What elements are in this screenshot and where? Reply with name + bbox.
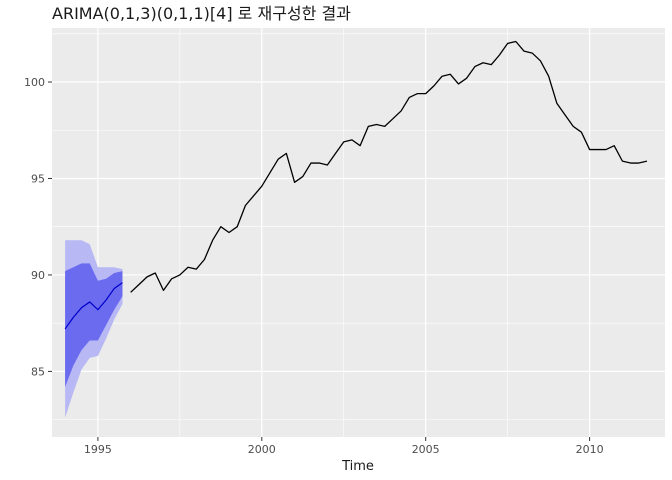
x-tick-label: 2000 xyxy=(248,443,276,456)
series-lines xyxy=(64,40,648,330)
y-tick-label: 90 xyxy=(31,269,45,282)
plot-panel xyxy=(52,28,665,437)
x-tick-label: 2010 xyxy=(576,443,604,456)
reconstructed-series-line xyxy=(64,282,123,330)
x-axis: 1995 2000 2005 2010 xyxy=(84,437,604,456)
interval-80-band xyxy=(65,263,123,387)
y-tick-label: 95 xyxy=(31,172,45,185)
chart-title: ARIMA(0,1,3)(0,1,1)[4] 로 재구성한 결과 xyxy=(52,4,351,23)
minor-gridlines xyxy=(52,28,665,437)
x-axis-title: Time xyxy=(341,459,374,474)
y-axis: 85 90 95 100 xyxy=(24,76,52,378)
major-gridlines xyxy=(52,28,665,437)
observed-series-line xyxy=(130,40,648,293)
y-tick-label: 85 xyxy=(31,365,45,378)
y-tick-label: 100 xyxy=(24,76,45,89)
x-tick-label: 2005 xyxy=(412,443,440,456)
forecast-intervals xyxy=(65,240,123,418)
x-tick-label: 1995 xyxy=(84,443,112,456)
